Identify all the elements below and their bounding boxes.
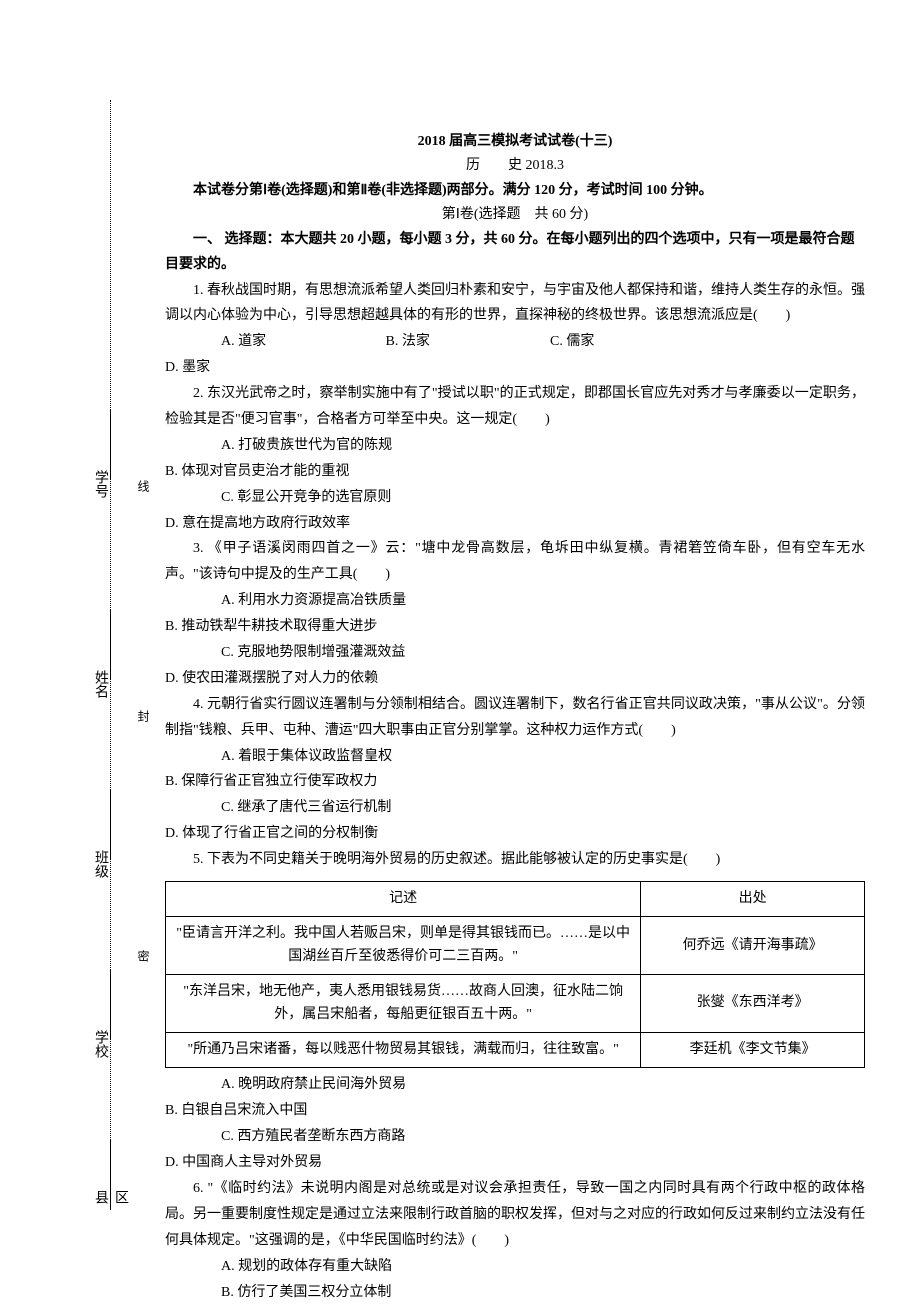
question-2-options-row1: A. 打破贵族世代为官的陈规 B. 体现对官员吏治才能的重视 bbox=[165, 433, 865, 485]
question-2-options-row2: C. 彰显公开竞争的选官原则 D. 意在提高地方政府行政效率 bbox=[165, 485, 865, 537]
table-row: "东洋吕宋，地无他产，夷人悉用银钱易货……故商人回澳，征水陆二饷外，属吕宋船者，… bbox=[166, 975, 865, 1033]
table-cell: "东洋吕宋，地无他产，夷人悉用银钱易货……故商人回澳，征水陆二饷外，属吕宋船者，… bbox=[166, 975, 641, 1033]
exam-subject: 历 史 2018.3 bbox=[165, 154, 865, 174]
option-b: B. 体现对官员吏治才能的重视 bbox=[165, 459, 501, 485]
option-d: D. 意在提高地方政府行政效率 bbox=[165, 511, 501, 537]
side-binding-area: 区县 学校 班级 姓名 学号 密 封 线 bbox=[35, 100, 125, 1200]
option-c: C. 儒家 bbox=[550, 329, 711, 355]
question-1-options: A. 道家 B. 法家 C. 儒家 D. 墨家 bbox=[165, 329, 865, 381]
question-3-options-row2: C. 克服地势限制增强灌溉效益 D. 使农田灌溉摆脱了对人力的依赖 bbox=[165, 640, 865, 692]
option-b: B. 保障行省正官独立行使军政权力 bbox=[165, 769, 501, 795]
table-cell: 何乔远《请开海事疏》 bbox=[641, 917, 865, 975]
option-a: A. 打破贵族世代为官的陈规 bbox=[221, 433, 557, 459]
table-row: "所通乃吕宋诸番，每以贱恶什物贸易其银钱，满载而归，往往致富。" 李廷机《李文节… bbox=[166, 1033, 865, 1068]
table-header-cell: 出处 bbox=[641, 882, 865, 917]
table-row: "臣请言开洋之利。我中国人若贩吕宋，则单是得其银钱而已。……是以中国湖丝百斤至彼… bbox=[166, 917, 865, 975]
question-4: 4. 元朝行省实行圆议连署制与分领制相结合。圆议连署制下，数名行省正官共同议政决… bbox=[165, 692, 865, 744]
binding-dotted-line bbox=[110, 100, 111, 1200]
question-4-options-row1: A. 着眼于集体议政监督皇权 B. 保障行省正官独立行使军政权力 bbox=[165, 744, 865, 796]
option-d: D. 使农田灌溉摆脱了对人力的依赖 bbox=[165, 666, 501, 692]
question-5-options-row2: C. 西方殖民者垄断东西方商路 D. 中国商人主导对外贸易 bbox=[165, 1124, 865, 1176]
option-a: A. 着眼于集体议政监督皇权 bbox=[221, 744, 557, 770]
exam-title: 2018 届高三模拟考试试卷(十三) bbox=[165, 130, 865, 150]
option-c: C. 克服地势限制增强灌溉效益 bbox=[221, 640, 557, 666]
side-label-class: 班级 bbox=[90, 850, 110, 878]
question-3: 3. 《甲子语溪闵雨四首之一》云："塘中龙骨高数层，龟坼田中纵复横。青裙箬笠倚车… bbox=[165, 536, 865, 588]
option-c: C. 继承了唐代三省运行机制 bbox=[221, 795, 557, 821]
section-instruction: 一、 选择题：本大题共 20 小题，每小题 3 分，共 60 分。在每小题列出的… bbox=[165, 227, 865, 277]
side-label-school: 学校 bbox=[90, 1030, 110, 1058]
exam-intro: 本试卷分第Ⅰ卷(选择题)和第Ⅱ卷(非选择题)两部分。满分 120 分，考试时间 … bbox=[165, 178, 865, 203]
option-a: A. 晚明政府禁止民间海外贸易 bbox=[221, 1072, 557, 1098]
question-6: 6. "《临时约法》未说明内阁是对总统或是对议会承担责任，导致一国之内同时具有两… bbox=[165, 1176, 865, 1254]
option-c: C. 西方殖民者垄断东西方商路 bbox=[221, 1124, 557, 1150]
side-marker-mi: 密 bbox=[135, 950, 152, 962]
option-a: A. 道家 bbox=[221, 329, 382, 355]
table-cell: "所通乃吕宋诸番，每以贱恶什物贸易其银钱，满载而归，往往致富。" bbox=[166, 1033, 641, 1068]
side-label-number: 学号 bbox=[90, 470, 110, 498]
table-cell: 李廷机《李文节集》 bbox=[641, 1033, 865, 1068]
option-b: B. 推动铁犁牛耕技术取得重大进步 bbox=[165, 614, 501, 640]
question-6-option-b: B. 仿行了美国三权分立体制 bbox=[165, 1280, 865, 1305]
question-5-options-row1: A. 晚明政府禁止民间海外贸易 B. 白银自吕宋流入中国 bbox=[165, 1072, 865, 1124]
side-label-name: 姓名 bbox=[90, 670, 110, 698]
option-c: C. 彰显公开竞争的选官原则 bbox=[221, 485, 557, 511]
side-marker-feng: 封 bbox=[135, 710, 152, 722]
question-4-options-row2: C. 继承了唐代三省运行机制 D. 体现了行省正官之间的分权制衡 bbox=[165, 795, 865, 847]
question-6-option-a: A. 规划的政体存有重大缺陷 bbox=[165, 1254, 865, 1280]
question-5: 5. 下表为不同史籍关于晚明海外贸易的历史叙述。据此能够被认定的历史事实是( ) bbox=[165, 847, 865, 873]
option-d: D. 中国商人主导对外贸易 bbox=[165, 1150, 501, 1176]
option-d: D. 墨家 bbox=[165, 355, 326, 381]
option-d: D. 体现了行省正官之间的分权制衡 bbox=[165, 821, 501, 847]
exam-content: 2018 届高三模拟考试试卷(十三) 历 史 2018.3 本试卷分第Ⅰ卷(选择… bbox=[165, 130, 865, 1305]
side-marker-xian: 线 bbox=[135, 480, 152, 492]
option-a: A. 利用水力资源提高冶铁质量 bbox=[221, 588, 557, 614]
table-cell: "臣请言开洋之利。我中国人若贩吕宋，则单是得其银钱而已。……是以中国湖丝百斤至彼… bbox=[166, 917, 641, 975]
question-3-options-row1: A. 利用水力资源提高冶铁质量 B. 推动铁犁牛耕技术取得重大进步 bbox=[165, 588, 865, 640]
table-header-cell: 记述 bbox=[166, 882, 641, 917]
option-b: B. 白银自吕宋流入中国 bbox=[165, 1098, 501, 1124]
question-1: 1. 春秋战国时期，有思想流派希望人类回归朴素和安宁，与宇宙及他人都保持和谐，维… bbox=[165, 278, 865, 330]
question-2: 2. 东汉光武帝之时，察举制实施中有了"授试以职"的正式规定，即郡国长官应先对秀… bbox=[165, 381, 865, 433]
option-b: B. 法家 bbox=[386, 329, 547, 355]
table-cell: 张燮《东西洋考》 bbox=[641, 975, 865, 1033]
table-header-row: 记述 出处 bbox=[166, 882, 865, 917]
section-header: 第Ⅰ卷(选择题 共 60 分) bbox=[165, 203, 865, 223]
question-5-table: 记述 出处 "臣请言开洋之利。我中国人若贩吕宋，则单是得其银钱而已。……是以中国… bbox=[165, 881, 865, 1068]
